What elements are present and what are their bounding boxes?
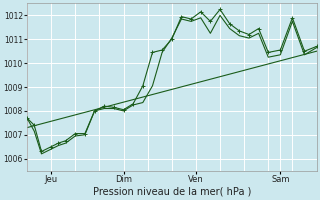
X-axis label: Pression niveau de la mer( hPa ): Pression niveau de la mer( hPa ) [92,187,251,197]
